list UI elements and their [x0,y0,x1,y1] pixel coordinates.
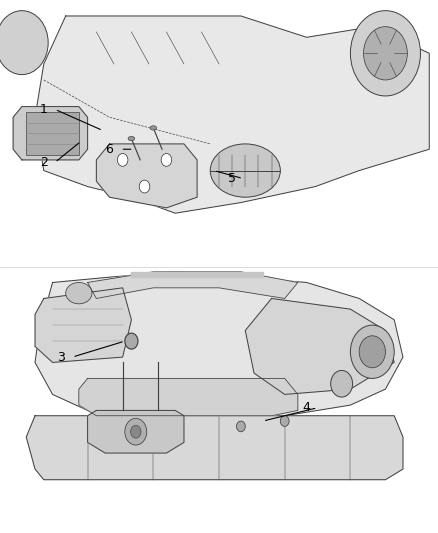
Text: 1: 1 [40,103,48,116]
Circle shape [125,333,138,349]
Ellipse shape [210,144,280,197]
Bar [26,112,79,155]
Circle shape [237,421,245,432]
Polygon shape [96,144,197,208]
Circle shape [0,11,48,75]
Polygon shape [131,272,263,277]
Circle shape [359,336,385,368]
Text: 5: 5 [228,172,236,185]
Circle shape [280,416,289,426]
Ellipse shape [66,282,92,304]
Circle shape [350,11,420,96]
Polygon shape [88,410,184,453]
Ellipse shape [150,126,156,130]
Circle shape [139,180,150,193]
Polygon shape [13,107,88,160]
Circle shape [364,27,407,80]
Circle shape [131,425,141,438]
Polygon shape [35,16,429,213]
Text: 4: 4 [303,401,311,414]
Polygon shape [35,272,403,421]
Polygon shape [35,288,131,362]
Polygon shape [79,378,298,416]
Circle shape [125,418,147,445]
Text: 2: 2 [40,156,48,169]
Polygon shape [26,416,403,480]
Circle shape [331,370,353,397]
Text: 3: 3 [57,351,65,364]
Text: 6: 6 [106,143,113,156]
Circle shape [117,154,128,166]
Ellipse shape [128,136,135,141]
Circle shape [350,325,394,378]
Polygon shape [245,298,394,394]
Polygon shape [88,272,298,298]
Circle shape [161,154,172,166]
